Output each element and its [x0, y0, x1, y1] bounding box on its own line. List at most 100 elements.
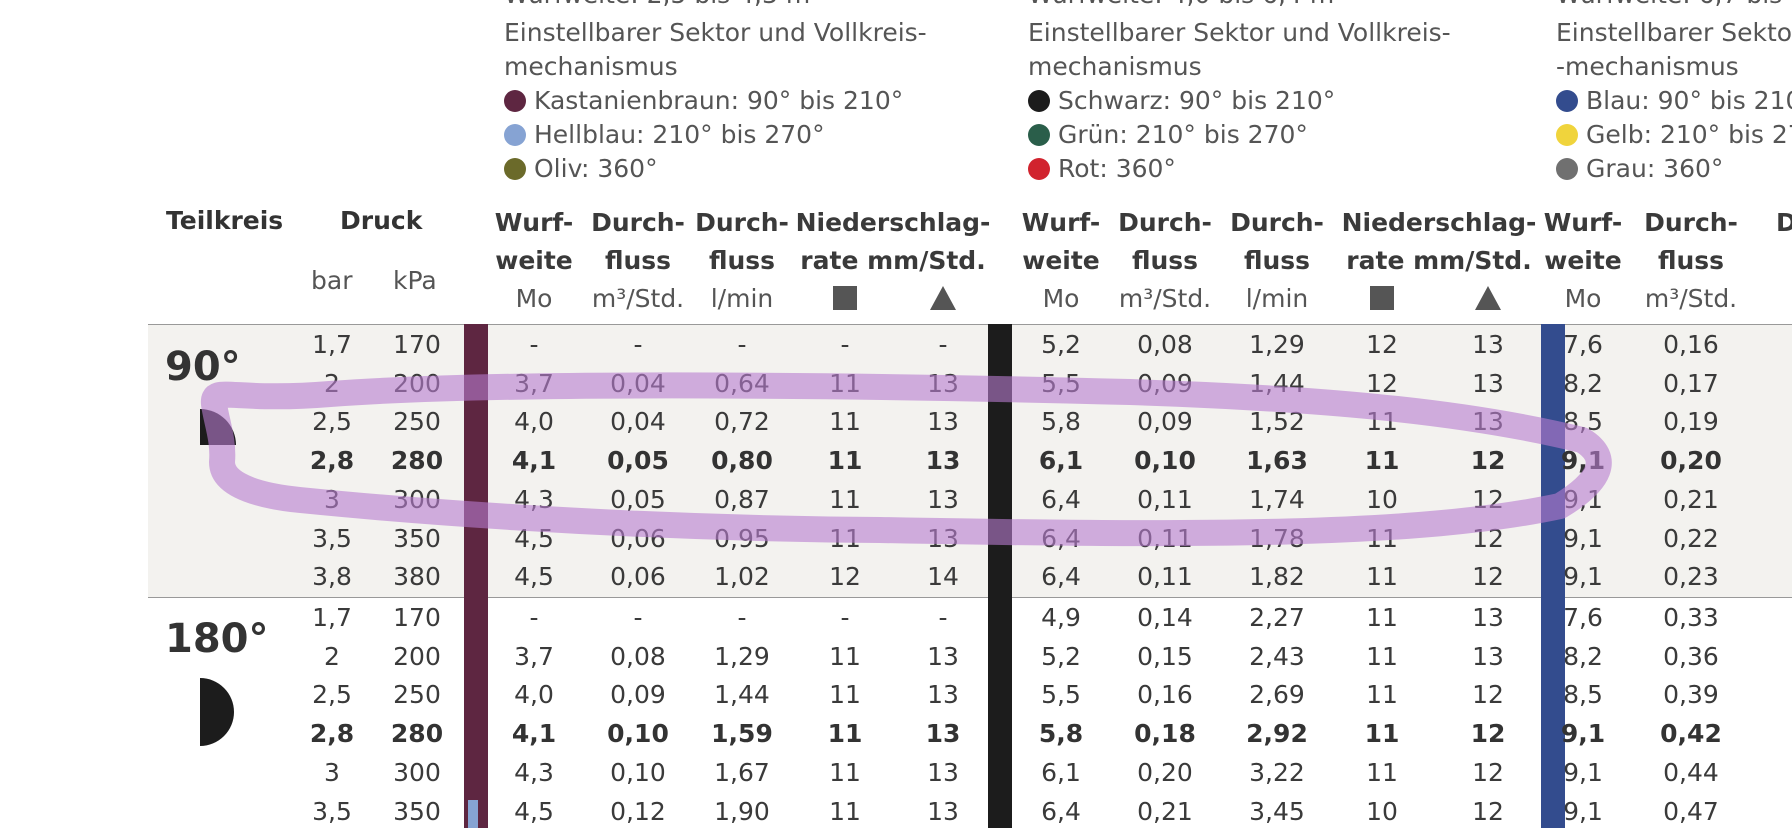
legend-color-item: Blau: 90° bis 210°	[1556, 84, 1792, 118]
g2-niederschlag-square-cell: 12	[1366, 368, 1398, 398]
kpa-cell: 280	[390, 719, 444, 749]
g1-niederschlag-square-cell: 11	[827, 446, 863, 476]
g1-durchfluss-m3-cell: 0,12	[610, 796, 666, 826]
durchfluss-m3-header-3-text1: Durch-	[1644, 208, 1738, 237]
g1-niederschlag-square-cell: -	[840, 603, 850, 632]
g2-niederschlag-square-cell: 11	[1364, 446, 1400, 476]
wurfweite-header-2: Wurf-weite Mo	[1011, 204, 1111, 318]
durchfluss-lmin-header-1-line1: Durch-	[682, 204, 802, 242]
g2-durchfluss-lmin-cell: 2,43	[1249, 641, 1305, 671]
durchfluss-lmin-header-1-line2: fluss	[682, 242, 802, 280]
g2-niederschlag-square-cell: 11	[1366, 562, 1398, 592]
g2-durchfluss-lmin-cell: 2,69	[1249, 680, 1305, 710]
bar-cell: 2,8	[309, 446, 355, 476]
g2-durchfluss-m3-cell: 0,14	[1137, 603, 1193, 632]
g2-durchfluss-lmin-cell: 1,29	[1249, 330, 1305, 359]
g1-durchfluss-lmin-cell: 0,87	[714, 484, 770, 514]
g3-durchfluss-m3-cell: 0,42	[1660, 719, 1722, 749]
color-dot-icon	[504, 90, 526, 112]
g1-durchfluss-lmin-cell: -	[737, 330, 747, 359]
legend-color-label: Oliv: 360°	[534, 154, 658, 183]
g1-niederschlag-triangle-cell: 13	[927, 484, 959, 514]
highlight-loop	[200, 372, 1612, 547]
g2-niederschlag-triangle-cell: 12	[1472, 757, 1504, 787]
g3-durchfluss-m3-cell: 0,36	[1663, 641, 1719, 671]
g1-durchfluss-lmin-cell: 1,67	[714, 757, 770, 787]
g3-durchfluss-m3-cell: 0,33	[1663, 603, 1719, 632]
g1-wurfweite-cell: 4,0	[514, 407, 554, 437]
g2-niederschlag-triangle-cell: 13	[1472, 368, 1504, 398]
g1-durchfluss-lmin-cell: 1,59	[711, 719, 773, 749]
niederschlag-header-1-unit	[793, 280, 993, 318]
g2-durchfluss-m3-cell: 0,11	[1137, 562, 1193, 592]
g2-niederschlag-square-cell: 11	[1364, 719, 1400, 749]
g2-niederschlag-triangle-cell: 12	[1472, 562, 1504, 592]
color-dot-icon	[1028, 90, 1050, 112]
square-icon	[1370, 286, 1394, 310]
legend-color-label: Rot: 360°	[1058, 154, 1176, 183]
g2-durchfluss-lmin-cell: 3,22	[1249, 757, 1305, 787]
niederschlag-header-2-text2: rate mm/Std.	[1346, 246, 1532, 275]
legend-color-item: Schwarz: 90° bis 210°	[1028, 84, 1335, 118]
legend-range-line: Wurfweite: 6,7 bis 9,1 m	[1556, 0, 1792, 12]
niederschlag-header-2-unit	[1339, 280, 1539, 318]
g1-wurfweite-cell: 4,1	[511, 719, 557, 749]
g1-durchfluss-m3-cell: -	[633, 330, 643, 359]
bar-cell: 2,8	[309, 719, 355, 749]
g3-wurfweite-cell: 9,1	[1560, 719, 1606, 749]
durchfluss-m3-header-1-line2: fluss	[578, 242, 698, 280]
bar-cell: 3	[324, 757, 340, 787]
g1-niederschlag-triangle-cell: 13	[927, 680, 959, 710]
g1-niederschlag-square-cell: -	[840, 330, 850, 359]
g2-wurfweite-cell: 6,4	[1041, 484, 1081, 514]
bar-cell: 2,5	[312, 680, 352, 710]
g2-niederschlag-triangle-cell: 12	[1470, 719, 1506, 749]
g3-durchfluss-m3-cell: 0,20	[1660, 446, 1722, 476]
wurfweite-header-1-line2: weite	[484, 242, 584, 280]
color-dot-icon	[504, 158, 526, 180]
durchfluss-m3-header-1-text2: fluss	[604, 246, 672, 275]
wurfweite-header-3-text2: weite	[1544, 246, 1622, 275]
legend-color-item: Gelb: 210° bis 270°	[1556, 118, 1792, 152]
durchfluss-m3-header-3: Durch-fluss m³/Std.	[1631, 204, 1751, 318]
g3-durchfluss-m3-cell: 0,47	[1663, 796, 1719, 826]
kpa-cell: 250	[393, 680, 441, 710]
g2-wurfweite-cell: 6,4	[1041, 562, 1081, 592]
g1-niederschlag-triangle-cell: 13	[927, 641, 959, 671]
g2-niederschlag-triangle-cell: 13	[1472, 603, 1504, 632]
legend-text-line: Einstellbarer Sektor und Vollkreis-	[504, 18, 927, 47]
g2-niederschlag-triangle-cell: 13	[1472, 330, 1504, 359]
g3-durchfluss-m3-cell: 0,39	[1663, 680, 1719, 710]
g1-niederschlag-square-cell: 11	[829, 641, 861, 671]
legend-range-line: Wurfweite: 4,0 bis 6,4 m	[1028, 0, 1334, 12]
g1-durchfluss-m3-cell: 0,08	[610, 641, 666, 671]
g2-durchfluss-lmin-cell: 1,63	[1246, 446, 1308, 476]
g3-wurfweite-cell: 7,6	[1563, 330, 1603, 359]
niederschlag-header-2-line1: Niederschlag-	[1339, 204, 1539, 242]
g2-durchfluss-m3-cell: 0,20	[1137, 757, 1193, 787]
legend-color-label: Grau: 360°	[1586, 154, 1724, 183]
kpa-cell: 280	[390, 446, 444, 476]
g1-niederschlag-square-cell: 11	[827, 719, 863, 749]
wurfweite-header-3-text1: Wurf-	[1543, 208, 1623, 237]
bar-cell: 3,5	[312, 796, 352, 826]
g1-durchfluss-m3-cell: 0,04	[610, 407, 666, 437]
niederschlag-header-1: Niederschlag-rate mm/Std.	[793, 204, 993, 318]
durchfluss-lmin-header-2-text1: Durch-	[1230, 208, 1324, 237]
g1-durchfluss-m3-cell: 0,10	[607, 719, 669, 749]
g1-durchfluss-m3-cell: 0,10	[610, 757, 666, 787]
g3-wurfweite-cell: 9,1	[1563, 757, 1603, 787]
g1-niederschlag-triangle-cell: -	[938, 330, 948, 359]
legend-color-label: Hellblau: 210° bis 270°	[534, 120, 825, 149]
g2-durchfluss-lmin-cell: 2,27	[1249, 603, 1305, 632]
durchfluss-m3-header-3-line1: Durch-	[1631, 204, 1751, 242]
bar-cell: 3,5	[312, 523, 352, 553]
g1-wurfweite-cell: -	[529, 603, 539, 632]
g1-durchfluss-m3-cell: 0,05	[610, 484, 666, 514]
g3-wurfweite-cell: 9,1	[1563, 562, 1603, 592]
niederschlag-header-1-text2: rate mm/Std.	[800, 246, 986, 275]
g3-wurfweite-cell: 7,6	[1563, 603, 1603, 632]
kpa-header: kPa	[393, 266, 437, 295]
wurfweite-header-2-unit: Mo	[1042, 284, 1080, 313]
